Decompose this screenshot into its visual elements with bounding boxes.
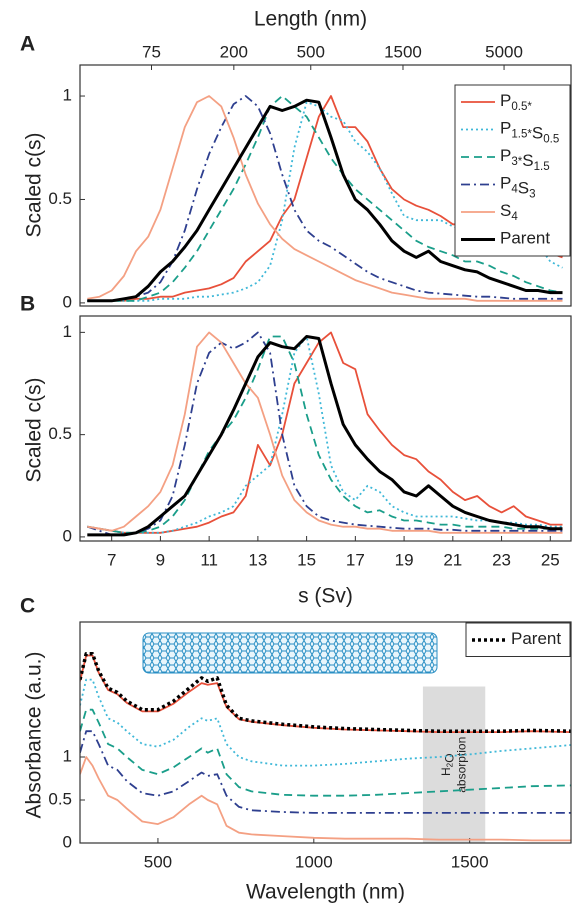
x-tick-label: 11 [200,550,218,569]
x2-tick-label: 1500 [384,42,422,61]
y-tick-label: 1 [63,746,72,765]
nanotube-lattice [142,632,438,674]
legend-label: Parent [511,629,561,648]
series-line [80,730,571,814]
series-line [80,708,571,797]
region-label: absorption [454,737,468,793]
series-line [80,756,571,842]
x2-tick-label: 75 [142,42,161,61]
legend-label: Parent [500,229,550,248]
x-tick-label: 17 [346,550,365,569]
legend-label: P3*S1.5 [500,146,550,173]
series-line [87,95,563,302]
y-axis-label: Scaled c(s) [23,377,46,482]
legend-box [465,622,571,657]
x2-tick-label: 500 [297,42,325,61]
series-line [80,652,571,733]
panel-letter: B [20,293,35,316]
series-line [87,331,563,536]
panel-letter: C [20,595,35,618]
nanotube-illustration [142,632,438,674]
region-label: H2O [439,753,457,776]
x-tick-label: 19 [395,550,414,569]
y-tick-label: 0.5 [48,789,72,808]
legend-label: P1.5*S0.5 [500,119,559,146]
series-line [87,335,563,534]
series-line [87,331,563,534]
y-tick-label: 0.5 [48,424,72,443]
series-line [80,678,571,767]
panel-letter: A [20,33,35,56]
plot-frame [79,621,572,844]
x2-axis-label: Length (nm) [254,8,367,31]
x-tick-label: 500 [144,852,172,871]
x-tick-label: 13 [248,550,267,569]
legend-label: S4 [500,201,518,223]
y-tick-label: 0 [63,832,72,851]
plot-frame [79,64,572,307]
y-tick-label: 0 [63,526,72,545]
x2-tick-label: 200 [220,42,248,61]
x-tick-label: 1000 [295,852,333,871]
series-line [87,95,563,302]
x-tick-label: 1500 [451,852,489,871]
x-axis-label: Wavelength (nm) [246,881,405,904]
plot-frame [79,315,572,542]
legend-box [454,84,571,257]
y-tick-label: 1 [63,322,72,341]
legend-label: P0.5* [500,91,532,113]
y-tick-label: 0.5 [48,189,72,208]
y-axis-label: Scaled c(s) [23,132,46,237]
x-tick-label: 21 [443,550,462,569]
x-tick-label: 15 [297,550,316,569]
shaded-region [422,686,486,843]
x-tick-label: 7 [107,550,116,569]
y-tick-label: 0 [63,292,72,311]
x-tick-label: 23 [492,550,511,569]
series-line [87,95,563,302]
x-tick-label: 25 [541,550,560,569]
x2-tick-label: 5000 [485,42,523,61]
series-line [87,335,563,537]
legend-label: P4S3 [500,174,536,201]
x-tick-label: 9 [156,550,165,569]
y-tick-label: 1 [63,86,72,105]
series-line [87,98,563,303]
series-line [87,331,563,534]
x-axis-label: s (Sv) [298,585,353,608]
y-axis-label: Absorbance (a.u.) [23,652,46,819]
